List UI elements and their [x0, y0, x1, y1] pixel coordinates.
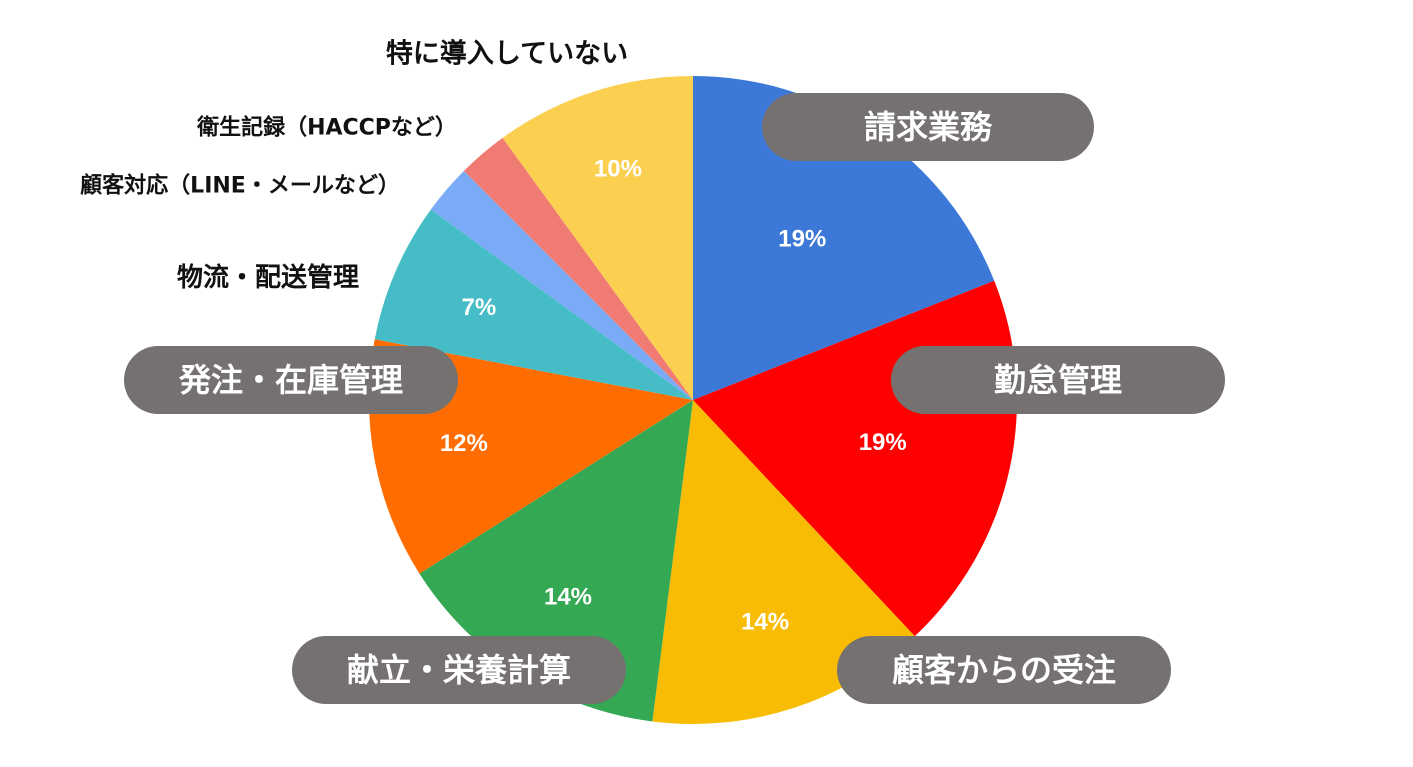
slice-8 [463, 137, 693, 401]
slice-9-percent-label: 10% [594, 155, 642, 182]
slice-8-category-label: 衛生記録（HACCPなど） [196, 115, 457, 141]
slice-4-percent-label: 14% [544, 583, 592, 610]
slice-5-percent-label: 12% [440, 430, 488, 457]
slice-1 [693, 76, 995, 400]
slice-1-percent-label: 19% [778, 226, 826, 253]
slice-6-percent-label: 7% [462, 294, 497, 321]
slice-4-category-label: 献立・栄養計算 [347, 651, 571, 689]
slice-3 [652, 400, 915, 724]
slice-2-category-label: 勤怠管理 [994, 361, 1122, 399]
slice-1-category-label: 請求業務 [864, 108, 993, 146]
slice-1-label-pill [762, 93, 1094, 161]
slice-5-label-pill [124, 346, 458, 414]
slice-2-percent-label: 19% [859, 429, 907, 456]
slice-6 [374, 209, 693, 400]
slice-9-category-label: 特に導入していない [386, 38, 628, 70]
slice-3-label-pill [837, 636, 1171, 704]
percentage-labels: 19% 19% 14% 14% 12% 7% 10% [440, 155, 907, 635]
slice-7 [430, 170, 693, 400]
slice-2-label-pill [891, 346, 1225, 414]
slice-7-category-label: 顧客対応（LINE・メールなど） [80, 173, 400, 199]
slice-3-category-label: 顧客からの受注 [892, 651, 1116, 689]
slice-4-label-pill [292, 636, 626, 704]
slice-6-category-label: 物流・配送管理 [177, 263, 359, 293]
slice-9 [502, 76, 693, 400]
slice-3-percent-label: 14% [741, 608, 789, 635]
slice-5-category-label: 発注・在庫管理 [178, 361, 403, 399]
